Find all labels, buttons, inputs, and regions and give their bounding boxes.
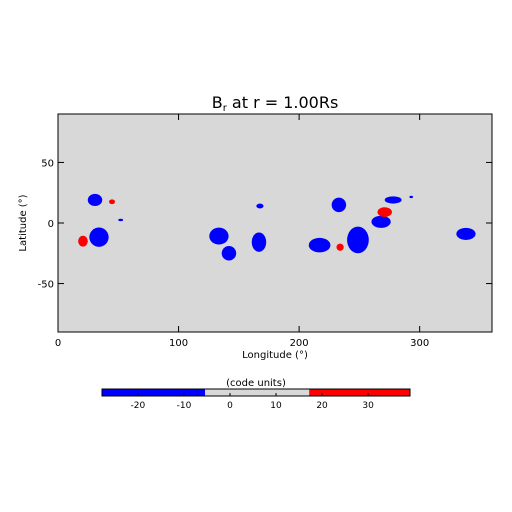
colorbar-label: (code units) bbox=[226, 378, 286, 389]
field-region bbox=[251, 232, 267, 252]
field-region bbox=[371, 215, 391, 228]
field-region bbox=[409, 195, 414, 199]
field-region bbox=[456, 227, 476, 240]
colorbar-tick-label: 10 bbox=[270, 401, 282, 411]
colorbar-segment bbox=[205, 389, 310, 396]
colorbar-tick-label: -10 bbox=[177, 401, 192, 411]
title-rest: at r = 1.00Rs bbox=[227, 93, 338, 112]
colorbar-tick-label: 0 bbox=[227, 401, 233, 411]
field-region bbox=[118, 218, 124, 222]
field-region bbox=[78, 235, 88, 247]
field-region bbox=[87, 193, 103, 207]
colorbar-tick-label: 20 bbox=[316, 401, 328, 411]
y-tick-label: -50 bbox=[38, 280, 54, 291]
field-region bbox=[308, 237, 331, 253]
y-tick-label: 50 bbox=[41, 158, 54, 169]
title-sub: r bbox=[223, 103, 228, 114]
field-region bbox=[221, 246, 237, 261]
x-tick-label: 300 bbox=[410, 338, 429, 349]
x-tick-label: 200 bbox=[290, 338, 309, 349]
y-tick-label: 0 bbox=[48, 219, 54, 230]
y-axis-label: Latitude (°) bbox=[18, 194, 29, 251]
field-region bbox=[377, 207, 392, 217]
field-region bbox=[331, 197, 347, 213]
colorbar-tick-label: 30 bbox=[362, 401, 374, 411]
colorbar-segment bbox=[309, 389, 410, 396]
field-region bbox=[209, 227, 229, 245]
x-axis-label: Longitude (°) bbox=[242, 350, 308, 361]
field-region bbox=[256, 203, 264, 209]
plot-background bbox=[58, 114, 492, 332]
colorbar-segment bbox=[102, 389, 206, 396]
field-region bbox=[347, 226, 369, 254]
field-region bbox=[108, 199, 116, 205]
colorbar-tick-label: -20 bbox=[131, 401, 146, 411]
x-tick-label: 100 bbox=[169, 338, 188, 349]
chart-title: Br at r = 1.00Rs bbox=[212, 93, 339, 114]
field-region bbox=[89, 227, 109, 247]
x-tick-label: 0 bbox=[55, 338, 61, 349]
title-main: B bbox=[212, 93, 223, 112]
field-region bbox=[384, 196, 402, 204]
colorbar-frame bbox=[101, 388, 411, 397]
field-region bbox=[336, 243, 344, 251]
